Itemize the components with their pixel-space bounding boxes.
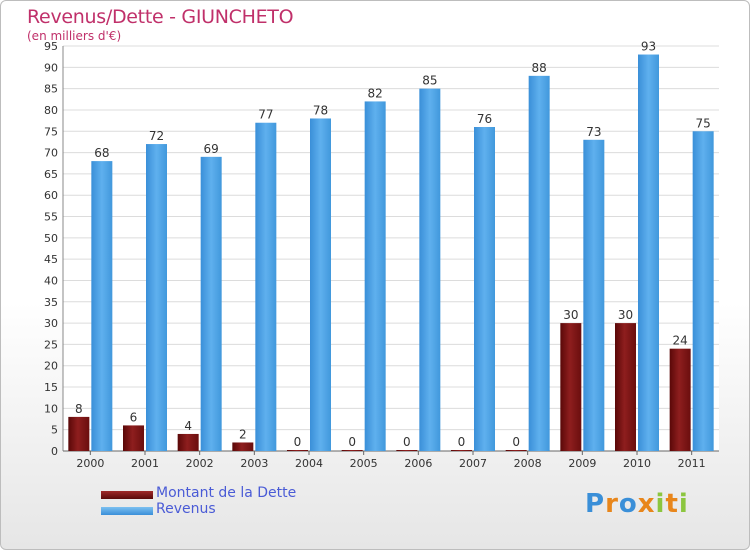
- legend-label-revenus: Revenus: [156, 501, 216, 517]
- bar-revenus: [638, 54, 659, 452]
- y-tick-label: 95: [44, 40, 58, 53]
- y-tick-label: 30: [44, 317, 58, 330]
- x-tick-label: 2000: [76, 457, 104, 470]
- bar-revenus: [364, 101, 386, 451]
- bar-dette: [123, 425, 144, 451]
- bar-revenus: [146, 144, 167, 452]
- bar-revenus: [583, 139, 605, 451]
- x-tick-label: 2008: [514, 457, 542, 470]
- data-label-revenus: 75: [696, 116, 711, 130]
- bar-revenus: [528, 75, 550, 451]
- bar-revenus: [419, 88, 441, 451]
- x-tick-label: 2007: [459, 457, 487, 470]
- data-label-dette: 6: [130, 410, 138, 424]
- logo-letter: i: [678, 489, 689, 519]
- bar-revenus: [255, 122, 277, 451]
- logo-letter: o: [618, 489, 638, 519]
- bar-dette: [177, 433, 199, 451]
- data-label-revenus: 82: [368, 86, 383, 100]
- y-tick-label: 25: [44, 338, 58, 351]
- y-tick-label: 10: [44, 402, 58, 415]
- bar-revenus: [200, 156, 222, 451]
- chart-subtitle: (en milliers d'€): [27, 29, 122, 43]
- x-tick-label: 2005: [350, 457, 378, 470]
- logo-letter: x: [637, 489, 656, 519]
- bar-dette: [669, 348, 691, 451]
- data-label-dette: 24: [673, 334, 688, 348]
- data-label-revenus: 72: [149, 129, 164, 143]
- data-label-revenus: 73: [586, 125, 601, 139]
- y-tick-label: 20: [44, 360, 58, 373]
- bar-dette: [560, 323, 582, 451]
- data-label-dette: 0: [403, 435, 411, 449]
- y-tick-label: 45: [44, 253, 58, 266]
- data-label-revenus: 68: [94, 146, 109, 160]
- data-label-revenus: 76: [477, 112, 492, 126]
- data-label-revenus: 88: [532, 61, 547, 75]
- x-tick-label: 2003: [240, 457, 268, 470]
- x-tick-label: 2006: [404, 457, 432, 470]
- y-tick-label: 60: [44, 189, 58, 202]
- proxiti-logo: Proxiti: [585, 489, 689, 519]
- bar-dette: [451, 450, 472, 451]
- bar-dette: [68, 416, 90, 451]
- data-label-revenus: 78: [313, 103, 328, 117]
- plot-area: [63, 46, 719, 451]
- chart-title: Revenus/Dette - GIUNCHETO: [27, 6, 294, 28]
- bar-revenus: [692, 131, 714, 451]
- y-tick-label: 80: [44, 104, 58, 117]
- legend-label-dette: Montant de la Dette: [156, 485, 297, 501]
- bar-dette: [287, 450, 308, 451]
- y-tick-label: 70: [44, 147, 58, 160]
- bar-dette: [232, 442, 254, 451]
- bar-dette: [615, 323, 636, 451]
- y-tick-label: 15: [44, 381, 58, 394]
- data-label-dette: 0: [512, 435, 520, 449]
- x-tick-label: 2004: [295, 457, 323, 470]
- x-tick-label: 2001: [131, 457, 159, 470]
- data-label-dette: 0: [294, 435, 302, 449]
- y-tick-label: 5: [51, 424, 58, 437]
- data-label-dette: 0: [348, 435, 356, 449]
- y-tick-label: 0: [51, 445, 58, 458]
- y-tick-label: 50: [44, 232, 58, 245]
- logo-letter: r: [605, 489, 619, 519]
- y-tick-label: 85: [44, 83, 58, 96]
- legend-swatch-dette: [101, 491, 153, 499]
- data-label-dette: 30: [618, 308, 633, 322]
- logo-letter: t: [665, 489, 679, 519]
- y-tick-label: 75: [44, 125, 58, 138]
- y-tick-label: 35: [44, 296, 58, 309]
- x-tick-label: 2011: [678, 457, 706, 470]
- bar-dette: [396, 450, 418, 451]
- logo-letter: P: [585, 489, 606, 519]
- bar-revenus: [310, 118, 331, 451]
- logo-letter: i: [655, 489, 666, 519]
- data-label-revenus: 77: [258, 108, 273, 122]
- data-label-dette: 4: [184, 419, 192, 433]
- x-tick-label: 2009: [568, 457, 596, 470]
- x-tick-label: 2010: [623, 457, 651, 470]
- y-tick-label: 55: [44, 211, 58, 224]
- data-label-revenus: 85: [422, 74, 437, 88]
- bar-dette: [505, 450, 527, 451]
- data-label-dette: 0: [458, 435, 466, 449]
- data-label-dette: 8: [75, 402, 83, 416]
- bar-revenus: [474, 127, 495, 451]
- bar-dette: [341, 450, 363, 451]
- data-label-dette: 2: [239, 427, 247, 441]
- y-tick-label: 90: [44, 61, 58, 74]
- data-label-revenus: 69: [204, 142, 219, 156]
- legend-swatch-revenus: [101, 507, 153, 515]
- data-label-dette: 30: [563, 308, 578, 322]
- y-tick-label: 65: [44, 168, 58, 181]
- data-label-revenus: 93: [641, 40, 656, 54]
- x-tick-label: 2002: [186, 457, 214, 470]
- bar-revenus: [91, 161, 113, 451]
- y-tick-label: 40: [44, 274, 58, 287]
